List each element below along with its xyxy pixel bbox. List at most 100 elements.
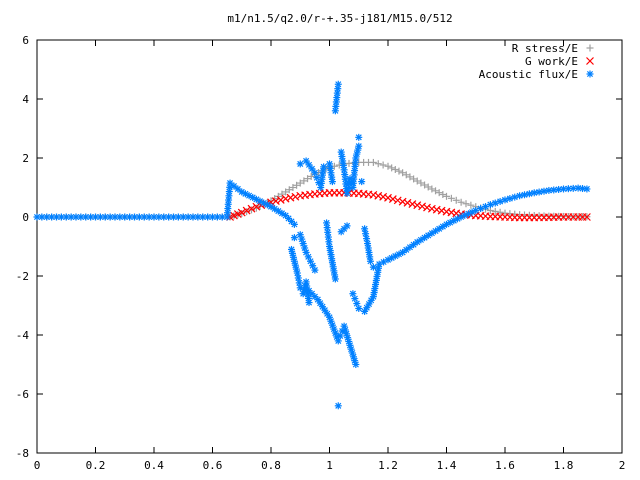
data-point — [379, 192, 388, 201]
data-point — [234, 185, 242, 193]
data-point — [334, 80, 342, 88]
data-point — [516, 192, 524, 200]
data-point — [369, 263, 377, 271]
data-point — [340, 166, 348, 174]
data-point — [496, 208, 504, 216]
data-point — [418, 202, 427, 211]
data-point — [525, 190, 533, 198]
data-point — [343, 222, 351, 230]
data-point — [230, 182, 238, 190]
data-point — [307, 172, 315, 180]
data-point — [121, 213, 129, 221]
data-point — [111, 213, 119, 221]
data-point — [408, 200, 417, 208]
data-point — [369, 190, 378, 199]
data-point — [424, 183, 432, 191]
data-point — [352, 361, 360, 368]
data-point — [393, 196, 402, 205]
data-point — [82, 213, 90, 221]
x-tick-label: 1.6 — [495, 459, 515, 472]
x-axis: 0 0.2 0.4 0.6 0.8 1 1.2 1.4 1.6 1.8 2 — [34, 40, 626, 472]
data-point — [452, 196, 460, 204]
data-point — [295, 279, 303, 287]
data-point — [417, 179, 425, 187]
data-point — [410, 175, 418, 183]
data-point — [344, 184, 352, 192]
x-tick-label: 1.8 — [554, 459, 574, 472]
legend-marker — [586, 70, 594, 78]
data-point — [362, 230, 370, 238]
data-point — [323, 224, 331, 232]
data-point — [300, 177, 308, 185]
data-point — [540, 187, 548, 195]
data-point — [96, 213, 104, 221]
data-point — [423, 203, 431, 212]
data-point — [209, 213, 216, 221]
data-point — [252, 202, 261, 211]
data-point — [427, 204, 436, 213]
legend-marker — [586, 57, 594, 65]
data-point — [374, 191, 383, 200]
data-point — [384, 162, 392, 170]
data-point — [530, 189, 538, 197]
data-point — [413, 201, 422, 210]
data-point — [304, 175, 312, 183]
data-point — [276, 195, 285, 204]
data-point — [388, 164, 396, 172]
data-point — [428, 185, 436, 193]
data-point — [582, 213, 591, 221]
data-point — [583, 185, 591, 193]
legend-label: R stress/E — [512, 42, 578, 55]
data-point — [72, 213, 80, 221]
data-point — [305, 161, 313, 169]
data-point — [398, 197, 407, 206]
y-tick-label: -8 — [16, 447, 29, 460]
y-tick-label: 2 — [22, 152, 29, 165]
data-point — [435, 189, 443, 197]
data-point — [491, 207, 499, 215]
data-point — [320, 163, 328, 171]
data-point — [282, 188, 290, 196]
data-point — [351, 167, 359, 175]
data-point — [496, 197, 504, 205]
data-point — [278, 190, 286, 198]
data-point — [443, 192, 450, 200]
data-point — [293, 269, 301, 277]
data-point — [294, 274, 302, 282]
y-tick-label: 0 — [22, 211, 29, 224]
data-point — [462, 200, 470, 208]
x-tick-label: 0.2 — [86, 459, 106, 472]
data-point — [184, 213, 192, 221]
data-point — [388, 195, 397, 204]
data-point — [281, 194, 290, 203]
x-tick-label: 1.2 — [378, 459, 398, 472]
data-point — [413, 177, 421, 185]
data-point — [402, 246, 410, 254]
data-point — [439, 191, 447, 199]
data-point — [399, 248, 407, 256]
data-point — [332, 98, 340, 106]
data-point — [131, 213, 138, 221]
data-point — [355, 304, 363, 312]
data-point — [285, 186, 293, 194]
data-point — [334, 402, 342, 410]
y-tick-label: 6 — [22, 34, 29, 47]
data-point — [403, 198, 412, 207]
data-point — [145, 213, 153, 221]
data-point — [447, 194, 455, 202]
data-point — [341, 171, 349, 179]
data-point — [271, 197, 280, 205]
data-point — [410, 241, 418, 249]
data-point — [343, 189, 351, 197]
data-point — [308, 165, 316, 173]
data-point — [318, 303, 326, 311]
data-point — [437, 206, 446, 215]
data-point — [286, 193, 295, 202]
series-1 — [226, 188, 591, 222]
data-point — [486, 207, 494, 215]
legend-marker — [586, 44, 594, 52]
data-point — [293, 181, 301, 189]
x-tick-label: 2 — [619, 459, 626, 472]
data-point — [339, 161, 347, 169]
